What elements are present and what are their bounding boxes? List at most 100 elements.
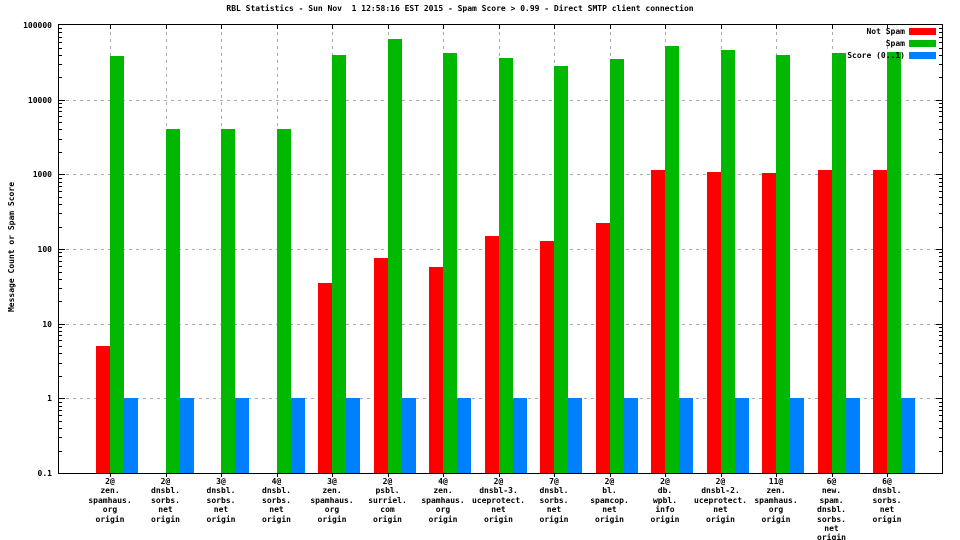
y-minor-tick [59,437,62,439]
y-minor-tick [59,41,62,43]
y-minor-tick [939,353,942,355]
y-minor-tick [59,414,62,416]
y-major-tick [936,398,942,400]
bar-spam [887,52,901,473]
y-minor-tick [59,340,62,342]
y-major-tick [59,249,65,250]
bar-score [124,398,138,473]
y-minor-tick [939,213,942,215]
bar-spam [831,53,846,473]
y-minor-tick [59,288,62,289]
y-minor-tick [59,32,62,34]
y-minor-tick [59,103,62,105]
y-minor-tick [939,122,942,124]
x-tick-top [665,25,666,29]
bar-not-spam [651,169,665,473]
x-tick-top [609,25,611,29]
plot-area [58,24,943,477]
y-minor-tick [59,450,62,452]
x-tick-bottom [332,473,333,477]
y-minor-tick [59,213,62,215]
y-minor-tick [939,226,942,228]
y-minor-tick [939,54,942,56]
y-minor-tick [939,116,942,118]
bar-spam [665,45,679,473]
bar-spam [276,129,291,473]
x-tick-label: 2@ dnsbl-3. uceprotect. net origin [472,477,525,524]
bar-not-spam [873,169,887,473]
y-minor-tick [939,288,942,289]
bar-not-spam [540,241,554,473]
y-minor-tick [939,420,942,422]
y-minor-tick [939,77,942,79]
y-minor-tick [59,151,62,153]
y-minor-tick [59,204,62,205]
y-minor-tick [59,405,62,407]
x-tick-label: 6@ new. spam. dnsbl. sorbs. net origin [817,477,846,540]
y-minor-tick [939,327,942,329]
x-tick-bottom [554,473,555,477]
y-major-tick [59,398,65,400]
x-tick-bottom [498,473,500,477]
y-minor-tick [939,103,942,105]
y-minor-tick [939,64,942,65]
y-minor-tick [59,346,62,348]
y-minor-tick [59,301,62,303]
legend-item: Spam [847,37,936,49]
y-minor-tick [59,330,62,332]
x-tick-top [165,25,167,29]
bar-score [790,398,804,473]
bar-spam [221,129,235,473]
y-minor-tick [59,252,62,254]
x-tick-top [776,25,777,29]
y-minor-tick [59,122,62,124]
legend-swatch [909,39,936,47]
x-tick-bottom [609,473,611,477]
bar-spam [165,129,180,473]
y-minor-tick [59,409,62,411]
x-tick-label: 7@ dnsbl. sorbs. net origin [539,477,569,524]
y-minor-tick [939,265,942,267]
bar-score [457,398,471,473]
bar-score [512,398,527,473]
y-minor-tick [59,181,62,183]
y-minor-tick [939,190,942,192]
y-tick-label: 100 [37,245,52,254]
x-tick-top [720,25,722,29]
x-tick-top [221,25,222,29]
bar-not-spam [595,223,610,473]
bar-spam [720,50,735,473]
y-minor-tick [59,428,62,429]
bar-spam [498,58,513,473]
x-tick-bottom [665,473,666,477]
legend-swatch [909,27,936,35]
y-minor-tick [939,340,942,342]
y-minor-tick [939,437,942,439]
bar-score [401,398,416,473]
legend-swatch [909,51,936,59]
bar-score [290,398,305,473]
bar-spam [776,54,790,473]
y-tick-label: 0.1 [37,469,52,478]
legend-item: Score (0..1) [847,49,936,61]
y-major-tick [59,174,65,176]
bar-score [179,398,194,473]
x-tick-top [831,25,833,29]
y-minor-tick [59,265,62,267]
bar-not-spam [706,172,721,473]
y-minor-tick [59,278,62,280]
y-minor-tick [939,36,942,38]
x-tick-top [110,25,111,29]
legend-label: Score (0..1) [847,50,905,60]
y-minor-tick [939,138,942,140]
x-tick-label: 3@ zen. spamhaus. org origin [310,477,354,524]
y-tick-label: 1 [47,394,52,404]
y-minor-tick [939,129,942,131]
y-minor-tick [939,375,942,377]
bar-not-spam [817,169,832,473]
y-tick-label: 10 [42,319,52,329]
y-major-tick [936,99,942,101]
y-minor-tick [59,260,62,262]
legend-label: Spam [885,38,905,48]
